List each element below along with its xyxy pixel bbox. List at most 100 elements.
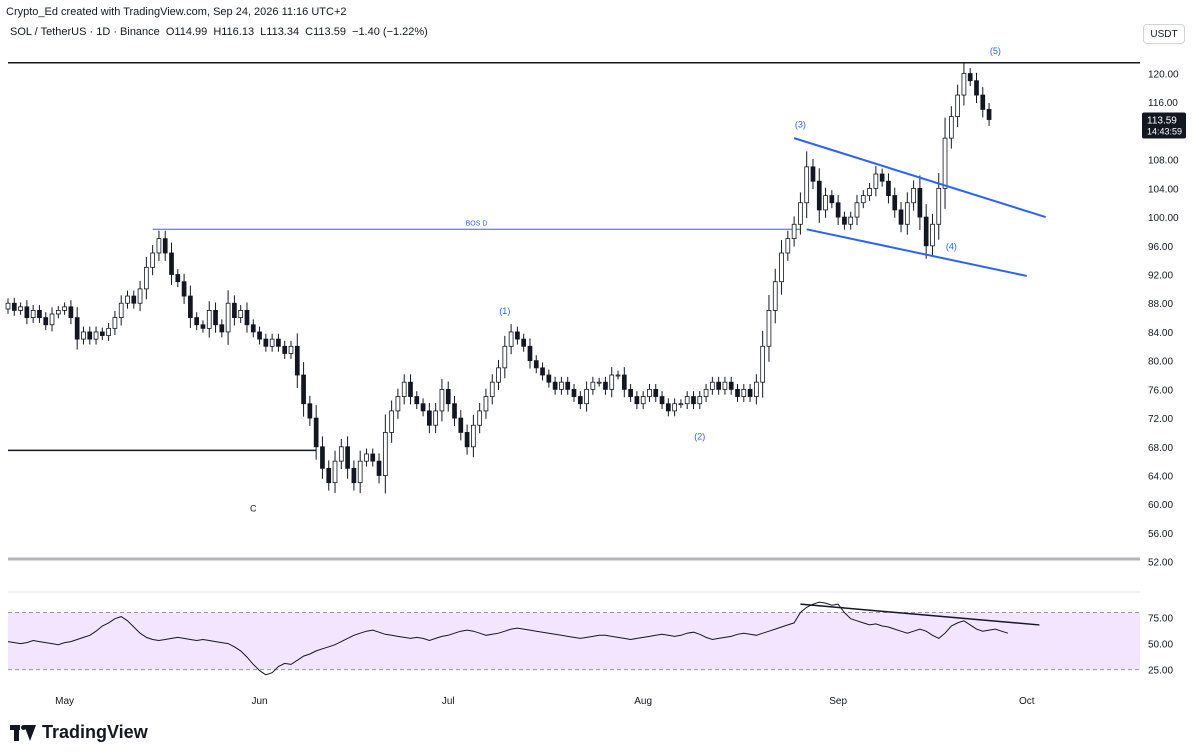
candle-body — [137, 288, 143, 304]
candle-body — [565, 381, 571, 390]
candle-body — [162, 238, 168, 254]
candle-body — [942, 137, 948, 189]
candle-body — [716, 381, 721, 390]
candle-body — [200, 324, 206, 329]
candle-body — [898, 209, 904, 225]
candle-body — [489, 381, 495, 397]
candle-body — [351, 467, 357, 484]
candle-body — [238, 310, 244, 318]
candle-body — [810, 166, 816, 182]
candle-body — [452, 403, 457, 419]
candle-body — [697, 396, 703, 405]
ohlc-low: L113.34 — [260, 26, 300, 38]
candle-body — [930, 223, 935, 247]
candle-body — [904, 202, 910, 225]
price-axis-tick: 68.00 — [1148, 443, 1173, 454]
candle-body — [244, 310, 250, 326]
attribution: Crypto_Ed created with TradingView.com, … — [6, 6, 347, 18]
candle-body — [43, 317, 49, 326]
candle-body — [445, 388, 451, 405]
candle-body — [515, 331, 520, 340]
wave-label: (2) — [694, 432, 705, 442]
symbol-legend: SOL / TetherUS · 1D · Binance O114.99 H1… — [10, 26, 431, 38]
candle-body — [659, 396, 665, 405]
candle-body — [986, 109, 992, 120]
candle-body — [81, 331, 86, 340]
candle-body — [364, 453, 369, 462]
candle-body — [634, 396, 640, 405]
candle-body — [703, 388, 709, 397]
rsi-axis-tick: 50.00 — [1148, 640, 1173, 651]
candle-body — [18, 306, 23, 311]
symbol-name[interactable]: SOL / TetherUS · 1D · Binance — [10, 26, 160, 38]
candle-body — [653, 388, 659, 397]
candle-body — [250, 324, 256, 333]
candle-body — [533, 360, 539, 369]
candle-body — [5, 302, 11, 310]
candle-body — [710, 381, 715, 390]
candle-body — [156, 238, 162, 254]
candle-body — [760, 345, 766, 383]
currency-button[interactable]: USDT — [1143, 24, 1185, 44]
candle-body — [62, 306, 67, 311]
candle-body — [892, 195, 898, 211]
ohlc-change: −1.40 (−1.22%) — [352, 26, 428, 38]
wave-label: (5) — [990, 46, 1001, 56]
candle-body — [257, 331, 262, 340]
candle-body — [144, 266, 149, 290]
candle-body — [886, 180, 891, 196]
price-axis-tick: 92.00 — [1148, 271, 1173, 282]
price-axis-tick: 64.00 — [1148, 472, 1173, 483]
candle-body — [508, 331, 514, 347]
candle-body — [684, 396, 690, 405]
candle-body — [496, 367, 501, 383]
time-axis-tick: Sep — [829, 696, 847, 707]
candle-body — [798, 202, 803, 225]
candle-body — [169, 252, 174, 275]
price-axis-tick: 100.00 — [1148, 213, 1179, 224]
candle-body — [408, 381, 413, 397]
candle-body — [540, 367, 545, 376]
candle-body — [873, 173, 879, 189]
candle-body — [974, 80, 979, 96]
rsi-axis-tick: 75.00 — [1148, 614, 1173, 625]
candle-body — [766, 310, 772, 347]
candle-body — [546, 374, 552, 383]
candle-body — [24, 306, 30, 318]
candle-body — [55, 310, 61, 315]
price-axis-tick: 116.00 — [1148, 98, 1178, 109]
candle-body — [735, 388, 740, 397]
candle-body — [848, 216, 854, 225]
candle-body — [206, 310, 212, 329]
candle-body — [615, 374, 621, 377]
candle-body — [829, 195, 835, 204]
tradingview-logo[interactable]: TradingView — [10, 722, 148, 743]
time-axis-tick: May — [55, 696, 74, 707]
countdown-label: 14:43:59 — [1147, 127, 1182, 137]
candle-body — [307, 403, 313, 419]
candle-body — [867, 187, 872, 196]
channel-line-0 — [793, 137, 1046, 219]
price-axis-tick: 104.00 — [1148, 184, 1179, 195]
candle-body — [691, 396, 696, 405]
candle-body — [87, 331, 93, 340]
candle-body — [181, 281, 187, 297]
price-axis-tick: 120.00 — [1148, 70, 1179, 81]
candle-body — [754, 381, 759, 397]
wave-label: C — [250, 503, 257, 513]
time-axis-tick: Oct — [1019, 696, 1035, 707]
candle-body — [269, 338, 275, 347]
wave-label: (3) — [795, 119, 806, 129]
candle-body — [967, 73, 973, 82]
candle-body — [779, 252, 784, 283]
ohlc-close: C113.59 — [305, 26, 346, 38]
candle-body — [263, 338, 269, 347]
candle-body — [665, 403, 671, 412]
candle-body — [559, 381, 564, 390]
candle-body — [332, 460, 338, 484]
ohlc-open: O114.99 — [165, 26, 208, 38]
tradingview-logo-icon — [10, 724, 36, 741]
candle-body — [917, 187, 923, 218]
candle-body — [577, 396, 583, 405]
